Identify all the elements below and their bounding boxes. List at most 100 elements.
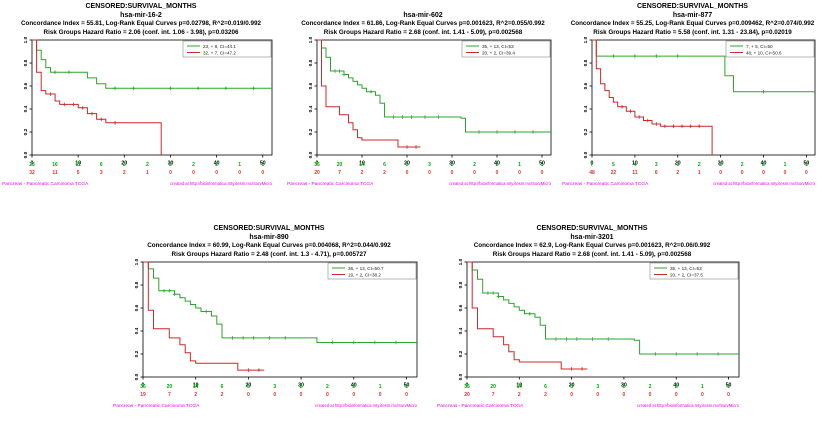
svg-text:3: 3 <box>123 162 126 168</box>
svg-text:40: 40 <box>351 383 357 389</box>
plot-outcome-title <box>287 2 559 11</box>
svg-text:0.4: 0.4 <box>583 105 589 112</box>
svg-text:48, + 10, CI=50.6: 48, + 10, CI=50.6 <box>746 50 782 55</box>
svg-text:1.0: 1.0 <box>458 259 464 265</box>
svg-text:0.6: 0.6 <box>458 304 464 311</box>
svg-text:Pancreas - Pancreatic Carcinom: Pancreas - Pancreatic Carcinoma TCGA <box>287 181 374 187</box>
svg-text:7, + 5, CI=50: 7, + 5, CI=50 <box>746 44 773 49</box>
svg-text:35, + 13, CI=53: 35, + 13, CI=53 <box>482 44 514 49</box>
svg-text:0: 0 <box>784 170 787 176</box>
svg-text:0.8: 0.8 <box>308 59 314 66</box>
svg-text:0: 0 <box>741 170 744 176</box>
svg-text:0: 0 <box>247 392 250 398</box>
svg-text:2: 2 <box>719 162 722 168</box>
svg-text:30: 30 <box>449 161 455 167</box>
svg-text:0: 0 <box>496 170 499 176</box>
svg-text:0.8: 0.8 <box>583 59 589 66</box>
svg-text:11: 11 <box>52 170 58 176</box>
svg-text:40: 40 <box>761 161 767 167</box>
svg-text:2: 2 <box>300 384 303 390</box>
svg-text:0: 0 <box>406 170 409 176</box>
svg-text:6: 6 <box>544 384 547 390</box>
svg-text:1.0: 1.0 <box>308 37 314 43</box>
svg-text:20: 20 <box>675 161 681 167</box>
svg-text:0.2: 0.2 <box>583 128 589 135</box>
svg-text:2: 2 <box>146 162 149 168</box>
svg-text:0: 0 <box>701 392 704 398</box>
svg-text:14: 14 <box>193 384 199 390</box>
plot-hazard-line: Risk Groups Hazard Ratio = 5.58 (conf. i… <box>593 28 792 36</box>
plot-hazard-line: Risk Groups Hazard Ratio = 2.48 (conf. i… <box>171 250 367 258</box>
plot-outcome-title: CENSORED:SURVIVAL_MONTHS <box>637 3 748 10</box>
svg-text:2: 2 <box>544 392 547 398</box>
svg-text:1: 1 <box>405 384 408 390</box>
svg-text:36: 36 <box>140 384 146 390</box>
svg-text:4: 4 <box>633 162 636 168</box>
plot-concordance-line: Concordance Index = 55.81, Log-Rank Equa… <box>20 20 262 27</box>
svg-text:created at http://bioinformati: created at http://bioinformatica.mty.ite… <box>315 403 418 408</box>
svg-text:35: 35 <box>464 384 470 390</box>
svg-text:0: 0 <box>142 383 145 389</box>
plot-mirna-title: hsa-mir-602 <box>403 12 443 19</box>
svg-text:32: 32 <box>29 170 35 176</box>
svg-text:0: 0 <box>192 170 195 176</box>
svg-text:2: 2 <box>518 392 521 398</box>
svg-text:0.8: 0.8 <box>458 281 464 288</box>
svg-text:10: 10 <box>75 161 81 167</box>
plot-outcome-title: CENSORED:SURVIVAL_MONTHS <box>85 3 197 10</box>
svg-text:Pancreas - Pancreatic Carcinom: Pancreas - Pancreatic Carcinoma TCGA <box>437 403 524 409</box>
svg-text:16: 16 <box>52 162 58 168</box>
svg-text:0: 0 <box>451 170 454 176</box>
svg-text:0: 0 <box>473 170 476 176</box>
svg-text:20, + 2, CI=39.4: 20, + 2, CI=39.4 <box>482 50 515 55</box>
svg-text:created at http://bioinformati: created at http://bioinformatica.mty.ite… <box>449 181 552 186</box>
svg-text:0.2: 0.2 <box>308 128 314 135</box>
svg-text:50: 50 <box>726 383 732 389</box>
svg-text:40: 40 <box>673 383 679 389</box>
svg-text:35, + 13, CI=53: 35, + 13, CI=53 <box>670 266 702 271</box>
svg-text:40: 40 <box>494 161 500 167</box>
svg-text:3: 3 <box>428 162 431 168</box>
svg-text:Pancreas - Pancreatic Carcinom: Pancreas - Pancreatic Carcinoma TCGA <box>562 181 649 187</box>
svg-text:0: 0 <box>326 392 329 398</box>
svg-text:20: 20 <box>167 384 173 390</box>
svg-text:32, + 7, CI=47.2: 32, + 7, CI=47.2 <box>203 50 236 55</box>
svg-text:6: 6 <box>383 162 386 168</box>
svg-text:0: 0 <box>649 392 652 398</box>
svg-text:0: 0 <box>405 392 408 398</box>
plot-mirna-title: hsa-mir-3201 <box>570 234 614 241</box>
svg-text:23, + 8, CI=44.1: 23, + 8, CI=44.1 <box>203 44 236 49</box>
svg-text:1: 1 <box>805 162 808 168</box>
svg-text:20: 20 <box>314 170 320 176</box>
svg-text:Pancreas - Pancreatic Carcinom: Pancreas - Pancreatic Carcinoma TCGA <box>113 403 200 409</box>
svg-text:0: 0 <box>466 383 469 389</box>
svg-text:0: 0 <box>379 392 382 398</box>
km-panel-hsa-mir-602: hsa-mir-602 Concordance Index = 61.86, L… <box>287 2 559 197</box>
svg-text:0.4: 0.4 <box>134 327 140 334</box>
svg-text:0: 0 <box>541 170 544 176</box>
svg-text:10: 10 <box>359 161 365 167</box>
svg-text:7: 7 <box>168 392 171 398</box>
svg-text:3: 3 <box>596 384 599 390</box>
svg-text:2: 2 <box>451 162 454 168</box>
svg-text:1: 1 <box>238 162 241 168</box>
svg-text:19: 19 <box>140 392 146 398</box>
svg-text:40: 40 <box>214 161 220 167</box>
svg-text:3: 3 <box>100 170 103 176</box>
plot-mirna-title: hsa-mir-890 <box>249 234 289 241</box>
svg-text:0.8: 0.8 <box>134 281 140 288</box>
svg-text:20, + 2, CI=37.5: 20, + 2, CI=37.5 <box>670 272 703 277</box>
svg-text:0.8: 0.8 <box>23 59 29 66</box>
svg-text:3: 3 <box>676 162 679 168</box>
svg-text:1: 1 <box>146 170 149 176</box>
svg-text:2: 2 <box>676 170 679 176</box>
svg-text:0: 0 <box>273 392 276 398</box>
svg-text:0: 0 <box>31 161 34 167</box>
svg-text:10: 10 <box>632 161 638 167</box>
svg-text:0: 0 <box>762 170 765 176</box>
svg-text:5: 5 <box>77 170 80 176</box>
plot-concordance-line: Concordance Index = 61.86, Log-Rank Equa… <box>301 20 545 27</box>
svg-text:0.0: 0.0 <box>308 151 314 158</box>
svg-text:7: 7 <box>338 170 341 176</box>
